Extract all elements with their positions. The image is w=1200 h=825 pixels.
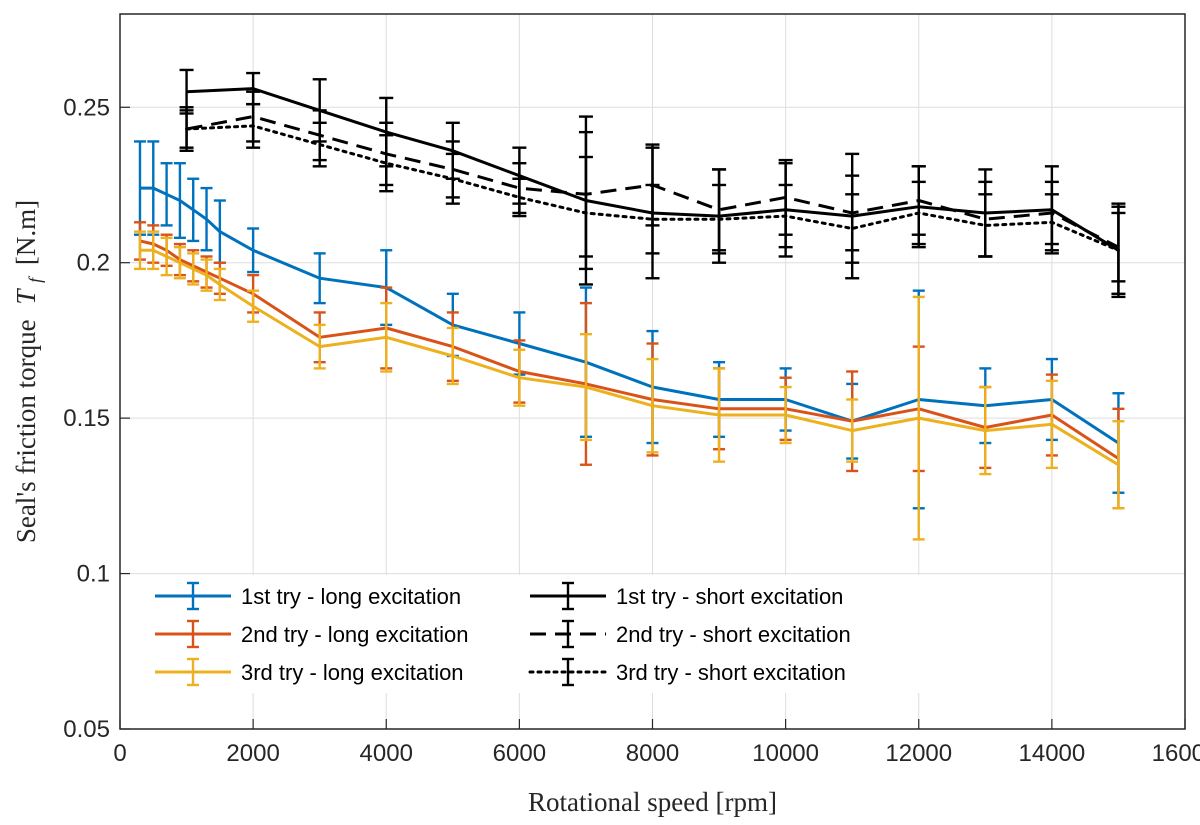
x-tick-label: 10000 xyxy=(752,740,819,767)
error-bar xyxy=(645,183,660,255)
legend: 1st try - long excitation 2nd try - long … xyxy=(140,575,970,693)
error-bar xyxy=(313,252,326,305)
error-bar xyxy=(912,295,925,541)
y-axis-title-unit: [N.m] xyxy=(11,200,41,265)
error-bar xyxy=(200,186,213,252)
error-bar xyxy=(578,155,593,271)
series-6 xyxy=(179,102,1126,295)
legend-label: 1st try - short excitation xyxy=(616,584,843,609)
error-bar xyxy=(246,102,261,149)
series-line xyxy=(140,248,1120,467)
y-axis-title: Seal's friction torque T f [N.m] xyxy=(11,200,47,543)
error-bar xyxy=(147,230,160,271)
error-bar xyxy=(187,252,200,286)
legend-label: 3rd try - short excitation xyxy=(616,660,846,685)
y-axis-title-text: Seal's friction torque xyxy=(11,319,41,543)
error-bar xyxy=(446,326,459,386)
series-2 xyxy=(133,221,1125,510)
legend-item-2: 2nd try - long excitation xyxy=(155,619,468,649)
error-bar xyxy=(173,162,186,240)
legend-label: 3rd try - long excitation xyxy=(241,660,464,685)
error-bar xyxy=(247,227,260,274)
error-bar xyxy=(187,177,200,243)
legend-item-6: 3rd try - short excitation xyxy=(528,657,846,687)
error-bar xyxy=(911,180,926,246)
error-bar xyxy=(133,230,146,271)
error-bar xyxy=(845,193,860,264)
x-tick-label: 6000 xyxy=(493,740,546,767)
error-bar xyxy=(380,301,393,373)
x-tick-label: 0 xyxy=(113,740,126,767)
error-bar xyxy=(213,267,226,302)
error-bar xyxy=(1045,379,1058,470)
error-bar xyxy=(846,398,859,463)
legend-label: 1st try - long excitation xyxy=(241,584,461,609)
y-axis-ticks: 0.05 0.1 0.15 0.2 0.25 xyxy=(63,94,130,743)
error-bar xyxy=(778,183,793,249)
series-line xyxy=(139,239,1120,460)
series-line xyxy=(185,124,1120,252)
x-tick-label: 14000 xyxy=(1019,740,1086,767)
x-tick-label: 12000 xyxy=(885,740,952,767)
error-bar xyxy=(978,193,993,258)
error-bar xyxy=(173,245,186,280)
error-bar xyxy=(213,199,226,264)
legend-item-4: 1st try - short excitation xyxy=(530,581,843,611)
y-tick-label: 0.25 xyxy=(63,94,110,121)
error-bar xyxy=(160,162,173,227)
y-axis-title-subscript: f xyxy=(25,275,45,283)
y-tick-label: 0.05 xyxy=(63,716,110,743)
error-bar xyxy=(979,385,992,476)
y-tick-label: 0.2 xyxy=(77,250,110,277)
error-bar xyxy=(713,367,726,463)
error-bar xyxy=(779,385,792,445)
y-tick-label: 0.1 xyxy=(77,561,110,588)
x-tick-label: 2000 xyxy=(226,740,279,767)
error-bar xyxy=(1044,193,1059,252)
x-tick-label: 8000 xyxy=(626,740,679,767)
error-bar xyxy=(712,183,727,255)
error-bar xyxy=(179,106,194,152)
error-bar xyxy=(160,236,173,277)
error-bar xyxy=(313,323,326,370)
error-bar xyxy=(646,357,659,454)
y-axis-title-symbol: T xyxy=(11,288,41,305)
error-bar xyxy=(247,289,260,323)
error-bar xyxy=(579,332,592,442)
error-bar xyxy=(200,258,213,292)
series-plot-area xyxy=(133,68,1126,541)
error-bar xyxy=(1111,205,1126,295)
legend-label: 2nd try - long excitation xyxy=(241,622,468,647)
legend-item-5: 2nd try - short excitation xyxy=(530,619,851,649)
error-bar xyxy=(312,121,327,168)
legend-item-1: 1st try - long excitation xyxy=(155,581,461,611)
y-tick-label: 0.15 xyxy=(63,405,110,432)
error-bar xyxy=(513,348,526,407)
legend-item-3: 3rd try - long excitation xyxy=(155,657,464,687)
x-axis-title: Rotational speed [rpm] xyxy=(528,787,777,817)
error-bar xyxy=(445,152,460,205)
error-bar xyxy=(512,177,527,218)
series-3 xyxy=(133,230,1125,541)
x-tick-label: 4000 xyxy=(360,740,413,767)
legend-label: 2nd try - short excitation xyxy=(616,622,851,647)
error-bar xyxy=(1112,420,1125,510)
error-bar xyxy=(379,134,394,193)
